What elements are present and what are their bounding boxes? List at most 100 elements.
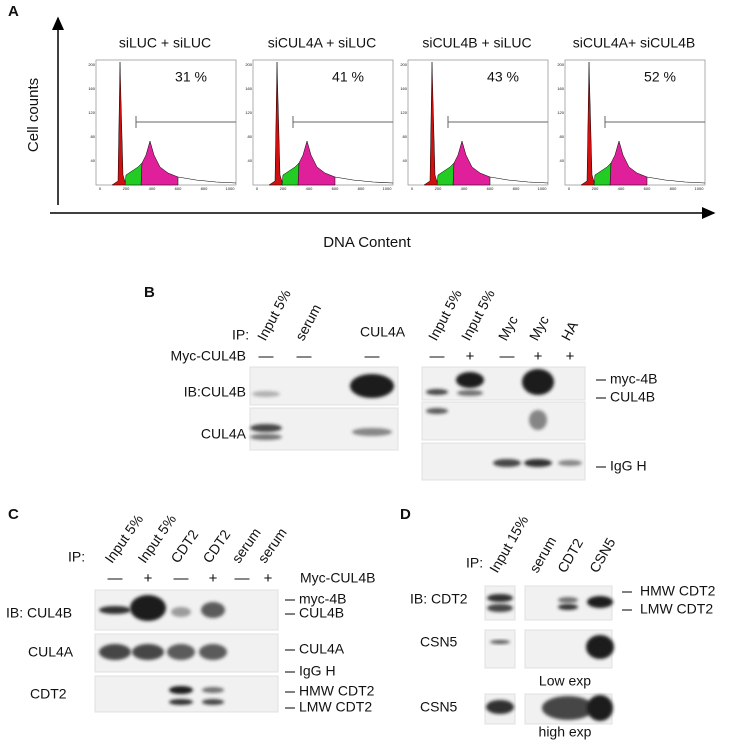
tick-label: 400 <box>306 186 313 191</box>
sign: — <box>259 348 274 365</box>
lane-label: CSN5 <box>586 535 619 576</box>
lane-label: Myc <box>526 313 552 343</box>
band-label: myc-4B <box>610 371 657 387</box>
tick-label: 0 <box>256 186 259 191</box>
sign: — <box>108 570 123 587</box>
sign: + <box>144 570 153 587</box>
tick-label: 40 <box>91 158 96 163</box>
band <box>426 389 448 395</box>
band <box>250 434 282 440</box>
lane-label: Input 5% <box>254 287 294 343</box>
lane-label: CUL4A <box>360 324 406 340</box>
ip-label: IP: <box>68 549 85 565</box>
percent-label: 31 % <box>175 69 207 85</box>
band <box>202 699 224 705</box>
band <box>586 635 614 659</box>
histogram-title: siCUL4A+ siCUL4B <box>573 35 696 51</box>
band-label: IgG H <box>299 663 336 679</box>
band <box>456 372 484 388</box>
x-axis-label: DNA Content <box>323 234 411 251</box>
tick-label: 160 <box>557 86 564 91</box>
construct-label: Myc-CUL4B <box>171 348 246 364</box>
lane-label: CDT2 <box>199 527 233 566</box>
percent-label: 52 % <box>644 69 676 85</box>
tick-label: 120 <box>245 110 252 115</box>
band <box>524 459 552 467</box>
tick-label: 120 <box>557 110 564 115</box>
band <box>352 428 392 436</box>
construct-label: Myc-CUL4B <box>300 570 375 586</box>
sign: + <box>534 348 543 365</box>
band <box>201 602 225 618</box>
panel-label: C <box>8 506 19 523</box>
histogram-title: siCUL4A + siLUC <box>268 35 377 51</box>
g2-peak <box>297 140 336 186</box>
band <box>199 644 227 660</box>
tick-label: 160 <box>88 86 95 91</box>
row-label: CUL4A <box>28 644 74 660</box>
tick-label: 800 <box>358 186 365 191</box>
band <box>487 604 513 612</box>
tick-label: 80 <box>248 134 253 139</box>
band-label: CUL4A <box>299 641 345 657</box>
lane-label: serum <box>526 534 559 576</box>
band <box>130 595 166 621</box>
band <box>558 460 582 466</box>
tick-label: 80 <box>403 134 408 139</box>
band <box>522 369 554 395</box>
tail <box>334 176 394 184</box>
tick-label: 800 <box>201 186 208 191</box>
tick-label: 1000 <box>383 186 393 191</box>
tick-label: 400 <box>149 186 156 191</box>
sign: — <box>500 348 515 365</box>
s-phase <box>281 162 300 186</box>
band <box>558 604 578 610</box>
g2-peak <box>609 140 648 186</box>
tick-label: 800 <box>670 186 677 191</box>
tick-label: 40 <box>248 158 253 163</box>
row-label: IB: CDT2 <box>410 591 468 607</box>
band-label: IgG H <box>610 458 647 474</box>
row-label: CUL4A <box>201 426 247 442</box>
tick-label: 1000 <box>226 186 236 191</box>
tick-label: 800 <box>513 186 520 191</box>
band <box>493 459 521 467</box>
band <box>457 390 483 396</box>
lane-label: Input 15% <box>486 513 531 576</box>
sign: + <box>209 570 218 587</box>
band <box>169 699 193 705</box>
lane-label: CDT2 <box>167 527 201 566</box>
sign: — <box>365 348 380 365</box>
percent-label: 43 % <box>487 69 519 85</box>
band <box>542 696 594 720</box>
ip-label: IP: <box>232 327 249 343</box>
g1-peak <box>268 61 284 186</box>
lane-label: HA <box>558 318 582 343</box>
exposure-label: high exp <box>539 724 592 740</box>
sign: — <box>430 348 445 365</box>
tick-label: 400 <box>618 186 625 191</box>
band <box>350 374 394 398</box>
row-label: IB: CUL4B <box>6 605 72 621</box>
g2-peak <box>452 140 491 186</box>
tick-label: 80 <box>560 134 565 139</box>
tick-label: 160 <box>245 86 252 91</box>
tick-label: 400 <box>461 186 468 191</box>
histogram-title: siCUL4B + siLUC <box>422 35 531 51</box>
y-axis-label: Cell counts <box>25 78 42 152</box>
tick-label: 120 <box>88 110 95 115</box>
blot <box>421 366 586 401</box>
lane-label: Myc <box>495 313 521 343</box>
band-label: LMW CDT2 <box>640 601 713 617</box>
tick-label: 200 <box>280 186 287 191</box>
tick-label: 0 <box>568 186 571 191</box>
band <box>587 695 613 721</box>
row-label: CDT2 <box>30 686 67 702</box>
band <box>132 644 164 660</box>
band <box>167 644 195 660</box>
tick-label: 40 <box>560 158 565 163</box>
sign: + <box>466 348 475 365</box>
band <box>486 700 514 714</box>
sign: + <box>264 570 273 587</box>
